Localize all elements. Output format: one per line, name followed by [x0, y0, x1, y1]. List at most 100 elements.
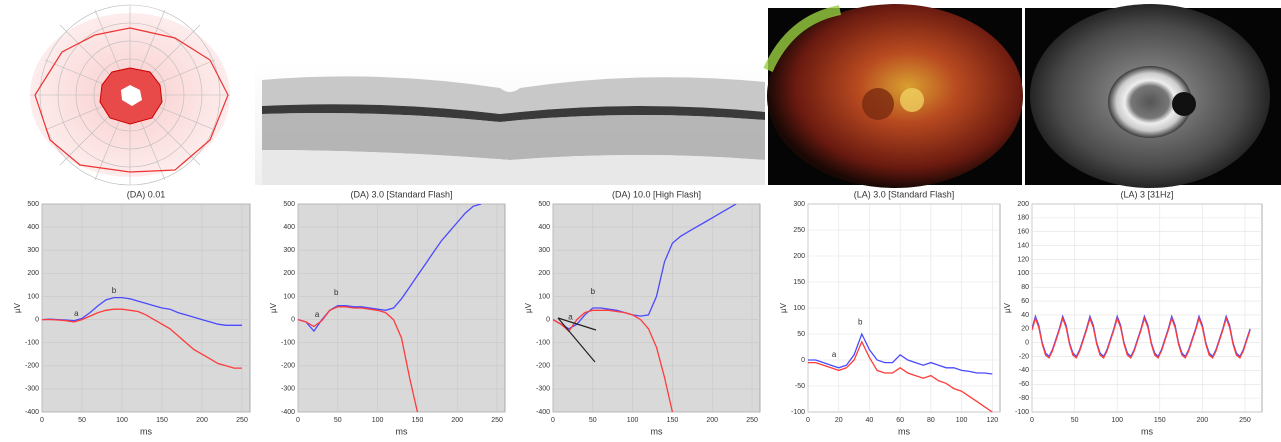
- x-tick-label: 80: [927, 417, 935, 424]
- y-tick-label: -300: [25, 386, 39, 393]
- figure: (DA) 0.01-400-300-200-100010020030040050…: [0, 0, 1281, 437]
- y-tick-label: -80: [1019, 395, 1029, 402]
- peak-label: b: [591, 287, 596, 296]
- y-tick-label: -200: [281, 363, 295, 370]
- y-tick-label: 80: [1021, 284, 1029, 291]
- y-tick-label: 150: [793, 279, 805, 286]
- y-tick-label: 400: [27, 224, 39, 231]
- y-tick-label: -400: [25, 409, 39, 416]
- chart-title: (DA) 0.01: [127, 189, 166, 199]
- y-tick-label: 0: [1025, 340, 1029, 347]
- y-tick-label: -100: [536, 340, 550, 347]
- y-tick-label: 300: [283, 247, 295, 254]
- peak-label: a: [74, 309, 79, 318]
- x-tick-label: 150: [667, 417, 679, 424]
- peak-label: b: [858, 318, 863, 327]
- y-tick-label: -400: [281, 409, 295, 416]
- autofluorescence-image: [1025, 4, 1281, 188]
- chart: (LA) 3 [31Hz]-100-80-60-40-2002040608010…: [1003, 189, 1262, 436]
- y-tick-label: 200: [538, 270, 550, 277]
- x-tick-label: 40: [866, 417, 874, 424]
- y-axis-label: µV: [524, 302, 533, 313]
- x-axis-label: ms: [651, 426, 663, 436]
- y-tick-label: -300: [281, 386, 295, 393]
- x-axis-label: ms: [396, 426, 408, 436]
- y-tick-label: -100: [25, 340, 39, 347]
- peak-label: a: [832, 350, 837, 359]
- y-tick-label: 20: [1021, 326, 1029, 333]
- y-tick-label: 200: [1017, 201, 1029, 208]
- y-tick-label: 0: [801, 357, 805, 364]
- y-tick-label: 100: [27, 293, 39, 300]
- plot-area: [298, 204, 505, 412]
- y-tick-label: 400: [538, 224, 550, 231]
- y-tick-label: 300: [538, 247, 550, 254]
- y-tick-label: 100: [538, 293, 550, 300]
- y-tick-label: 120: [1017, 256, 1029, 263]
- x-tick-label: 120: [986, 417, 998, 424]
- x-tick-label: 50: [334, 417, 342, 424]
- x-tick-label: 50: [78, 417, 86, 424]
- y-tick-label: -50: [795, 383, 805, 390]
- y-axis-label: µV: [269, 302, 278, 313]
- chart-title: (DA) 3.0 [Standard Flash]: [350, 189, 452, 199]
- x-tick-label: 50: [589, 417, 597, 424]
- x-tick-label: 250: [746, 417, 758, 424]
- y-tick-label: -400: [536, 409, 550, 416]
- y-tick-label: 250: [793, 227, 805, 234]
- x-tick-label: 60: [896, 417, 904, 424]
- x-tick-label: 200: [706, 417, 718, 424]
- y-tick-label: 500: [283, 201, 295, 208]
- chart-title: (LA) 3.0 [Standard Flash]: [854, 189, 955, 199]
- y-tick-label: 200: [27, 270, 39, 277]
- y-tick-label: -100: [1015, 409, 1029, 416]
- peak-label: b: [334, 288, 339, 297]
- oct-scan: [255, 60, 765, 185]
- page: {"chart_data": [ {"type": "line", "title…: [0, 0, 1281, 437]
- x-tick-label: 150: [412, 417, 424, 424]
- x-tick-label: 0: [296, 417, 300, 424]
- y-tick-label: 300: [793, 201, 805, 208]
- x-tick-label: 100: [956, 417, 968, 424]
- y-tick-label: -200: [25, 363, 39, 370]
- chart: (DA) 10.0 [High Flash] -400 -300 -200 -100 0 1…: [524, 189, 760, 436]
- y-tick-label: 100: [283, 293, 295, 300]
- peak-label: a: [568, 312, 573, 321]
- y-tick-label: -200: [536, 363, 550, 370]
- plot-area: [553, 204, 760, 412]
- y-tick-label: 100: [1017, 270, 1029, 277]
- y-tick-label: -40: [1019, 367, 1029, 374]
- x-tick-label: 100: [372, 417, 384, 424]
- y-tick-label: 300: [27, 247, 39, 254]
- x-axis-label: ms: [898, 426, 910, 436]
- chart-title: (LA) 3 [31Hz]: [1120, 189, 1173, 199]
- x-tick-label: 100: [116, 417, 128, 424]
- y-tick-label: 500: [27, 201, 39, 208]
- x-tick-label: 200: [451, 417, 463, 424]
- y-tick-label: 60: [1021, 298, 1029, 305]
- x-tick-label: 250: [1239, 417, 1251, 424]
- chart: (LA) 3.0 [Standard Flash]-100-5005010015…: [779, 189, 1000, 436]
- x-tick-label: 0: [806, 417, 810, 424]
- y-axis-label: µV: [779, 302, 788, 313]
- y-tick-label: -100: [791, 409, 805, 416]
- x-tick-label: 0: [40, 417, 44, 424]
- y-tick-label: -20: [1019, 353, 1029, 360]
- chart-title: (DA) 10.0 [High Flash]: [612, 189, 701, 199]
- x-axis-label: ms: [140, 426, 152, 436]
- y-tick-label: 100: [793, 305, 805, 312]
- y-tick-label: 140: [1017, 242, 1029, 249]
- y-tick-label: -300: [536, 386, 550, 393]
- x-tick-label: 150: [156, 417, 168, 424]
- y-tick-label: -100: [281, 340, 295, 347]
- visual-field: [0, 0, 250, 185]
- y-tick-label: 0: [546, 316, 550, 323]
- y-tick-label: 500: [538, 201, 550, 208]
- y-tick-label: 400: [283, 224, 295, 231]
- y-axis-label: µV: [13, 302, 22, 313]
- y-tick-label: 200: [283, 270, 295, 277]
- y-axis-label: µV: [1003, 302, 1012, 313]
- x-tick-label: 150: [1154, 417, 1166, 424]
- y-tick-label: 160: [1017, 229, 1029, 236]
- x-tick-label: 0: [1030, 417, 1034, 424]
